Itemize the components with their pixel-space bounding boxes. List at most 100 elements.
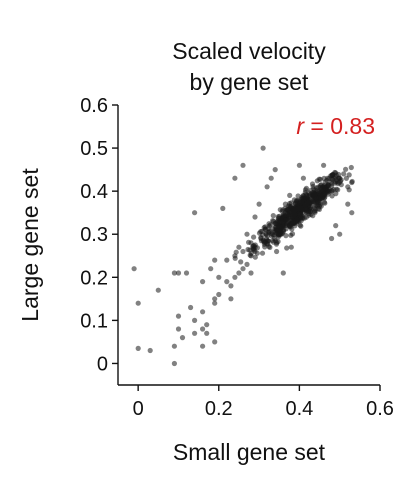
data-point: [265, 241, 271, 247]
data-point: [155, 287, 161, 293]
data-point: [299, 215, 305, 221]
data-point: [236, 244, 242, 250]
data-point: [208, 266, 214, 272]
data-point: [321, 199, 327, 205]
data-point: [280, 270, 286, 276]
data-point: [252, 254, 258, 260]
data-point: [263, 231, 269, 237]
data-point: [232, 255, 238, 261]
data-point: [295, 193, 301, 199]
x-tick-label: 0: [133, 398, 144, 420]
data-point: [261, 225, 267, 231]
data-point: [245, 246, 251, 253]
data-point: [316, 194, 323, 201]
y-tick-label: 0.3: [80, 224, 108, 246]
data-point: [302, 202, 308, 208]
correlation-symbol: r: [296, 113, 305, 139]
data-point: [200, 326, 206, 332]
data-point: [309, 181, 316, 187]
data-point: [325, 187, 331, 193]
data-point: [240, 162, 246, 168]
data-point: [216, 291, 222, 298]
data-point: [200, 279, 206, 285]
data-point: [259, 228, 265, 234]
data-point: [311, 194, 317, 200]
data-point: [260, 145, 266, 151]
data-point: [306, 212, 312, 218]
data-point: [288, 232, 294, 238]
data-point: [349, 210, 355, 216]
data-point: [212, 339, 218, 345]
data-point: [183, 270, 190, 276]
data-point: [216, 274, 222, 280]
data-point: [238, 259, 244, 265]
data-point: [333, 186, 339, 192]
data-point: [341, 171, 347, 177]
y-tick-label: 0: [97, 353, 108, 375]
data-point: [251, 234, 257, 240]
data-point: [224, 257, 230, 263]
data-point: [272, 220, 278, 226]
data-point: [264, 184, 270, 190]
data-point: [204, 330, 210, 336]
data-point: [244, 231, 250, 237]
data-point: [321, 175, 327, 181]
data-point: [240, 266, 246, 272]
data-point: [346, 172, 352, 178]
data-point: [212, 296, 218, 302]
data-point: [220, 205, 226, 211]
data-point: [248, 270, 254, 276]
data-point: [240, 248, 246, 255]
data-point: [224, 279, 230, 285]
data-point: [228, 296, 234, 302]
data-point: [192, 330, 198, 336]
data-point: [297, 200, 303, 206]
data-points: [131, 145, 355, 367]
data-point: [274, 248, 280, 255]
data-point: [275, 232, 282, 238]
x-ticks: 0 0.2 0.4 0.6: [133, 385, 394, 420]
data-point: [283, 217, 289, 224]
data-point: [308, 187, 314, 194]
y-tick-label: 0.1: [80, 310, 108, 332]
data-point: [283, 212, 289, 218]
data-point: [312, 204, 318, 210]
data-point: [303, 207, 309, 213]
data-point: [236, 270, 242, 276]
data-point: [288, 244, 294, 250]
data-point: [310, 198, 316, 205]
x-tick-label: 0.4: [285, 398, 313, 420]
x-tick-label: 0.2: [205, 398, 233, 420]
data-point: [349, 178, 355, 185]
data-point: [329, 235, 335, 242]
data-point: [212, 257, 218, 263]
data-point: [135, 300, 141, 306]
data-point: [310, 213, 316, 219]
data-point: [308, 206, 314, 212]
data-point: [268, 175, 274, 181]
data-point: [246, 239, 252, 245]
data-point: [192, 210, 198, 216]
data-point: [312, 208, 318, 214]
data-point: [192, 317, 198, 323]
data-point: [332, 174, 338, 180]
data-point: [244, 261, 250, 267]
data-point: [272, 167, 278, 173]
data-point: [290, 219, 296, 225]
data-point: [232, 175, 238, 181]
y-tick-label: 0.4: [80, 181, 108, 203]
data-point: [252, 214, 258, 220]
data-point: [337, 231, 343, 237]
data-point: [329, 181, 335, 187]
data-point: [284, 245, 290, 251]
data-point: [200, 309, 206, 315]
y-tick-label: 0.6: [80, 95, 108, 117]
data-point: [233, 249, 239, 255]
data-point: [345, 201, 351, 207]
data-point: [212, 300, 218, 306]
chart-title-line-1: Scaled velocity: [172, 38, 326, 64]
data-point: [289, 213, 295, 220]
data-point: [296, 162, 302, 168]
data-point: [298, 223, 304, 229]
